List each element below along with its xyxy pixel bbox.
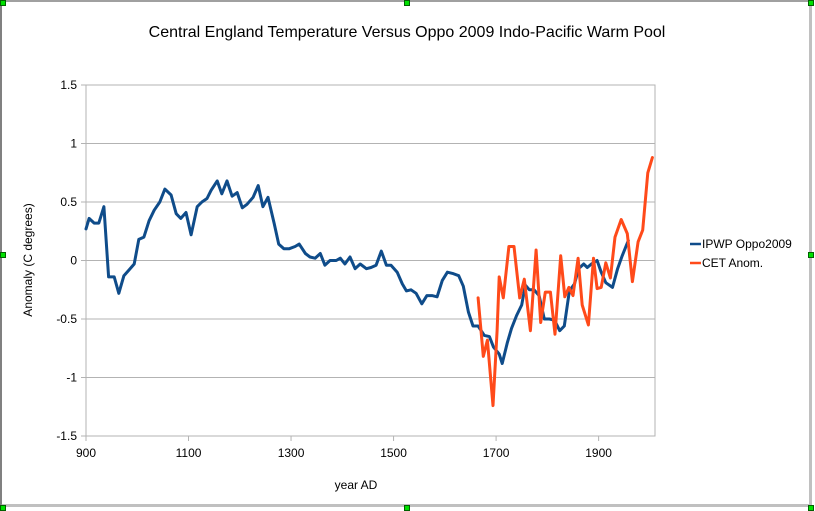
resize-handle-top-right[interactable] (808, 0, 814, 6)
series-line-cet (476, 156, 654, 408)
x-tick-label: 1300 (278, 446, 305, 460)
legend-label-ipwp: IPWP Oppo2009 (702, 237, 792, 251)
resize-handle-middle-right[interactable] (808, 252, 814, 258)
y-tick-label: -0.5 (56, 312, 77, 326)
x-tick-label: 1700 (483, 446, 510, 460)
resize-handle-top-center[interactable] (404, 0, 410, 6)
y-tick-label: 1 (70, 137, 77, 151)
y-axis-ticks: 1.5 1 0.5 0 -0.5 -1 -1.5 (56, 78, 77, 443)
plot-area (85, 84, 656, 437)
y-tick-label: 1.5 (60, 78, 77, 92)
y-tick-label: -1.5 (56, 429, 77, 443)
x-axis-label: year AD (335, 478, 378, 492)
x-axis-ticks: 900 1100 1300 1500 1700 1900 (76, 436, 612, 460)
x-tick-label: 1100 (176, 446, 202, 460)
y-tick-label: 0.5 (60, 195, 77, 209)
resize-handle-top-left[interactable] (0, 0, 6, 6)
legend-label-cet: CET Anom. (702, 256, 763, 270)
series-lines (84, 156, 654, 408)
x-tick-label: 1500 (380, 446, 407, 460)
series-line-ipwp (84, 179, 630, 365)
resize-handle-middle-left[interactable] (0, 252, 6, 258)
legend: IPWP Oppo2009 CET Anom. (690, 237, 792, 270)
y-tick-label: 0 (70, 254, 77, 268)
x-tick-label: 900 (76, 446, 96, 460)
y-axis-label: Anomaly (C degrees) (21, 203, 35, 316)
x-tick-label: 1900 (585, 446, 612, 460)
gridlines (81, 84, 655, 437)
y-tick-label: -1 (66, 371, 77, 385)
chart-title: Central England Temperature Versus Oppo … (149, 24, 666, 41)
